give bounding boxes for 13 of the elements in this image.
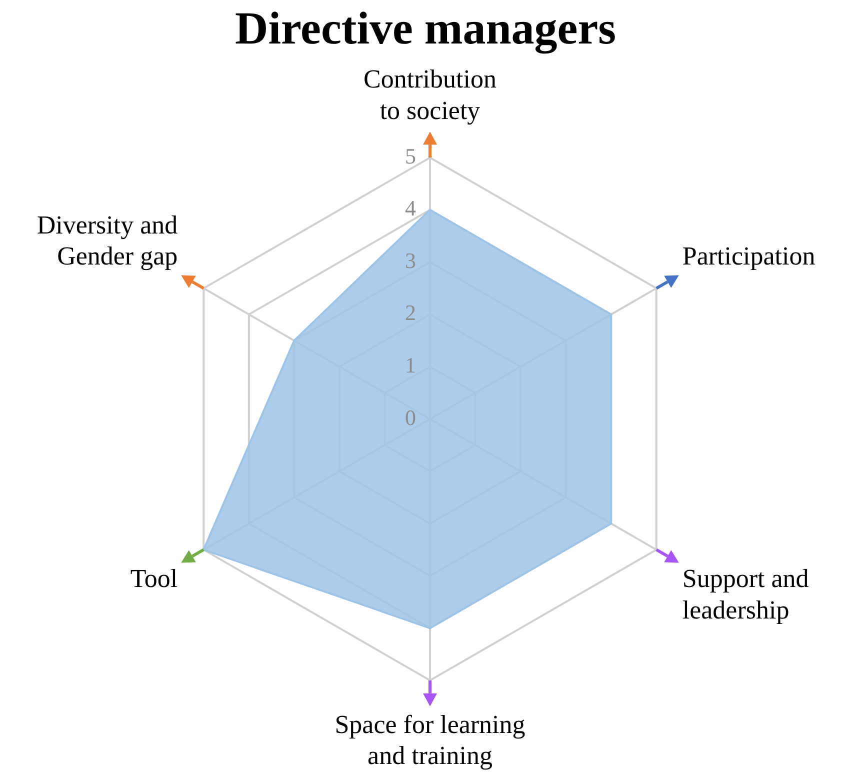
y-tick-label: 2 <box>405 300 416 326</box>
spoke-label: Space for learning and training <box>334 710 526 770</box>
spoke-label: Diversity and Gender gap <box>36 210 178 271</box>
chart-title: Directive managers <box>234 2 616 54</box>
y-tick-label: 3 <box>405 248 416 273</box>
y-tick-label: 5 <box>405 143 416 168</box>
spoke-label: Tool <box>130 564 178 594</box>
spoke-label: Support and leadership <box>682 564 809 624</box>
y-tick-label: 4 <box>405 196 416 221</box>
y-tick-label: 1 <box>405 352 416 378</box>
spoke-label: Participation <box>682 242 816 271</box>
y-tick-label: 0 <box>405 404 416 430</box>
spoke-label: Contribution to society <box>364 64 496 125</box>
